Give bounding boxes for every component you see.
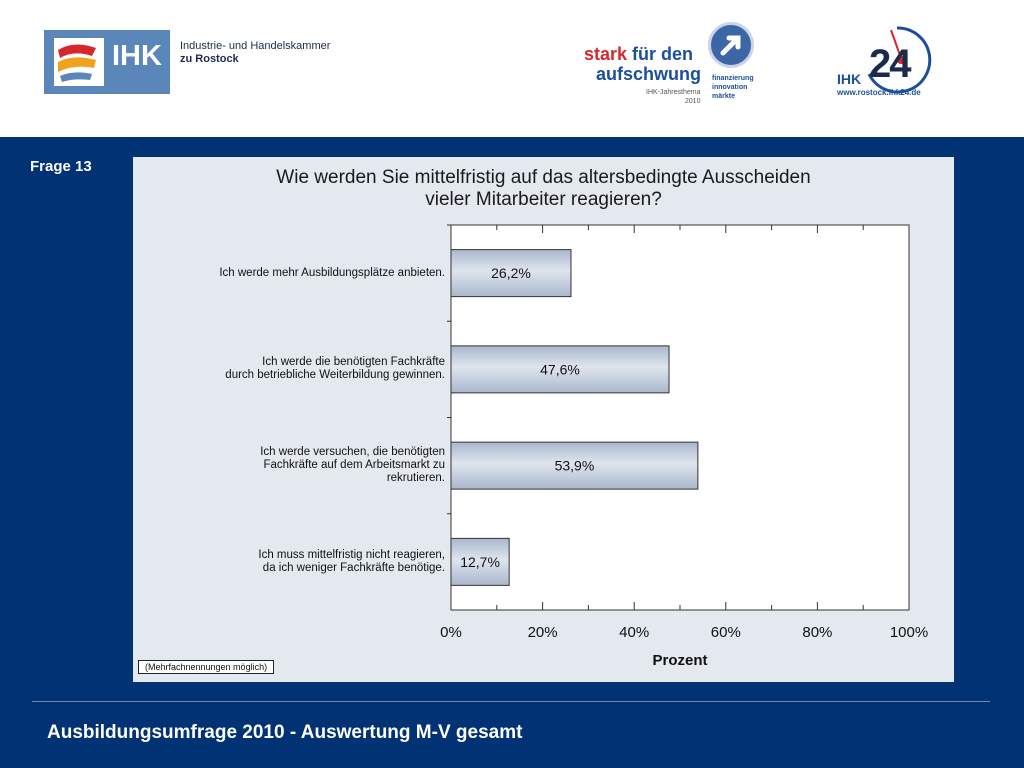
chart-title: Wie werden Sie mittelfristig auf das alt… — [133, 167, 954, 211]
bar-chart: 0% 20% 40% 60% 80% 100% Prozent 26,2% 47,6% 53,9%… — [440, 224, 928, 669]
bar-value-label: 26,2% — [491, 265, 531, 281]
category-label: Ich werde versuchen, die benötigten Fachk… — [145, 446, 445, 485]
category-label-line: da ich weniger Fachkräfte benötige. — [262, 561, 445, 574]
bar-value-label: 53,9% — [555, 458, 595, 474]
x-tick-label: 80% — [802, 624, 832, 641]
bar — [450, 537, 510, 586]
x-tick-label: 60% — [711, 624, 741, 641]
ihk24-url[interactable]: www.rostock.ihk24.de — [837, 88, 921, 97]
x-tick-label: 100% — [890, 624, 928, 641]
category-label: Ich werde die benötigten Fachkräfte durch… — [145, 356, 445, 382]
campaign-word-stark: stark — [584, 44, 628, 64]
category-label-line: rekrutieren. — [386, 472, 445, 485]
arrow-circle-icon — [708, 22, 754, 68]
bar-value-label: 47,6% — [540, 361, 580, 377]
footer-divider — [32, 701, 990, 702]
bar — [450, 441, 699, 490]
category-label-line: Ich werde die benötigten Fachkräfte — [262, 356, 445, 369]
bar — [450, 249, 572, 298]
x-tick-label: 40% — [619, 624, 649, 641]
campaign-subtitle: IHK-Jahresthema 2010 — [646, 88, 700, 106]
header: IHK Industrie- und Handelskammer zu Rost… — [0, 0, 1024, 137]
question-label: Frage 13 — [30, 158, 92, 175]
ihk-logo-text: IHK — [112, 40, 162, 72]
ihk24-number: 24 — [869, 42, 911, 86]
category-label-line: Fachkräfte auf dem Arbeitsmarkt zu — [263, 459, 445, 472]
category-label-line: Ich werde mehr Ausbildungsplätze anbiete… — [219, 266, 445, 279]
clock-ring-icon — [867, 26, 932, 94]
campaign-tag-2: innovation — [712, 84, 748, 91]
chamber-line-1: Industrie- und Handelskammer — [180, 40, 331, 52]
chamber-line-2: zu Rostock — [180, 53, 239, 65]
footer-title: Ausbildungsumfrage 2010 - Auswertung M-V… — [47, 722, 523, 743]
category-label: Ich muss mittelfristig nicht reagieren, d… — [145, 549, 445, 575]
campaign-sub-1: IHK-Jahresthema — [646, 89, 701, 96]
bar-value-label: 12,7% — [460, 554, 500, 570]
campaign-line-1: stark für den — [584, 44, 693, 65]
chart-title-line-2: vieler Mitarbeiter reagieren? — [425, 189, 662, 210]
x-axis-label: Prozent — [652, 652, 707, 669]
campaign-logo[interactable]: stark für den aufschwung IHK-Jahresthema… — [584, 22, 764, 112]
chamber-name: Industrie- und Handelskammer zu Rostock — [180, 40, 330, 66]
x-tick-label: 20% — [528, 624, 558, 641]
campaign-word-aufschwung: aufschwung — [596, 64, 702, 84]
multiple-answers-note: (Mehrfachnennungen möglich) — [138, 660, 275, 674]
ihk-logo[interactable]: IHK — [44, 30, 170, 94]
campaign-tag-1: finanzierung — [712, 75, 754, 82]
campaign-word-fuer-den: für den — [632, 44, 694, 64]
campaign-sub-2: 2010 — [684, 98, 701, 105]
category-label-line: Ich muss mittelfristig nicht reagieren, — [258, 548, 445, 561]
category-label: Ich werde mehr Ausbildungsplätze anbiete… — [145, 267, 445, 280]
x-tick-label: 0% — [440, 624, 462, 641]
chart-title-line-1: Wie werden Sie mittelfristig auf das alt… — [276, 167, 811, 188]
category-label-line: durch betriebliche Weiterbildung gewinne… — [225, 369, 445, 382]
campaign-tags: finanzierung innovation märkte — [712, 74, 754, 101]
ihk24-prefix: IHK — [837, 71, 862, 87]
ihk24-logo[interactable]: IHK 24 www.rostock.ihk24.de — [835, 24, 945, 104]
bar — [450, 345, 670, 394]
ihk-emblem-icon — [44, 30, 170, 94]
category-label-line: Ich werde versuchen, die benötigten — [260, 446, 445, 459]
campaign-tag-3: märkte — [712, 93, 735, 100]
